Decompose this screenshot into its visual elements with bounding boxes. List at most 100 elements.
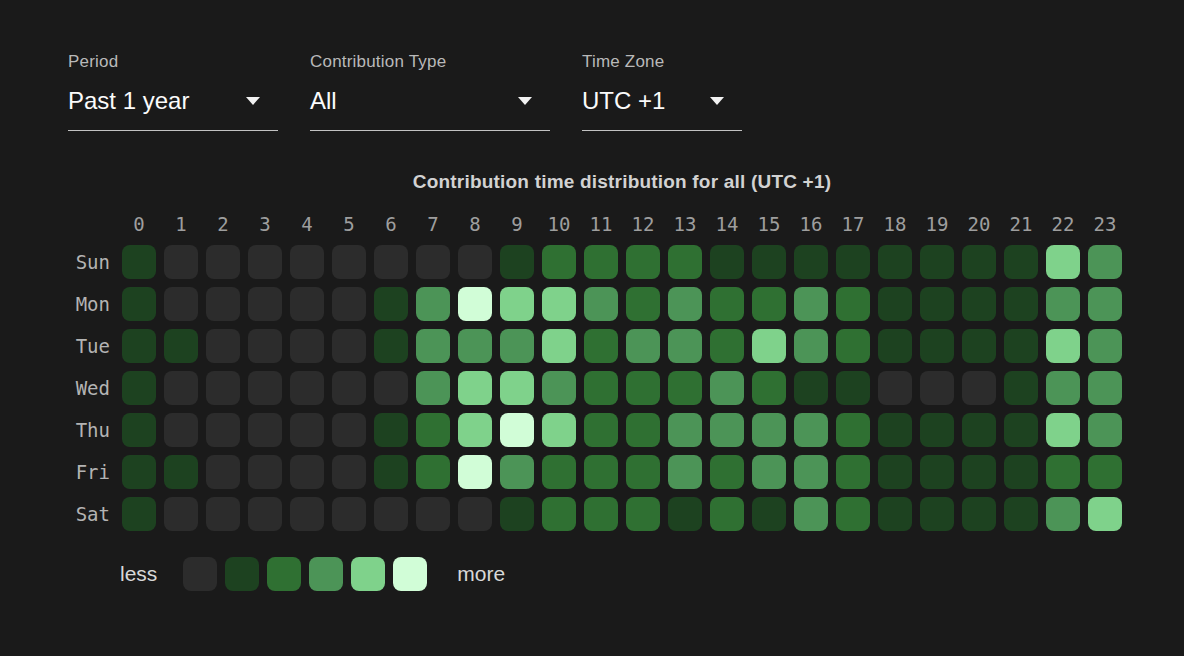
heatmap-cell <box>1046 329 1080 363</box>
heatmap-cell <box>626 329 660 363</box>
heatmap-cell <box>374 287 408 321</box>
heatmap-cell <box>416 413 450 447</box>
heatmap-cell <box>836 371 870 405</box>
heatmap-cell <box>332 287 366 321</box>
heatmap-cell <box>1088 245 1122 279</box>
heatmap-cell <box>374 497 408 531</box>
hour-label: 18 <box>884 211 907 237</box>
heatmap-cell <box>626 287 660 321</box>
hour-label: 10 <box>548 211 571 237</box>
heatmap-cell <box>164 245 198 279</box>
heatmap-cell <box>374 329 408 363</box>
heatmap-cell <box>626 245 660 279</box>
heatmap-cell <box>878 455 912 489</box>
heatmap-cell <box>752 287 786 321</box>
heatmap-cell <box>416 245 450 279</box>
heatmap-cell <box>500 245 534 279</box>
time-zone-select[interactable]: UTC +1 <box>582 87 742 131</box>
time-zone-value: UTC +1 <box>582 87 665 115</box>
heatmap-cell <box>1046 287 1080 321</box>
heatmap-cell <box>122 245 156 279</box>
heatmap-cell <box>290 413 324 447</box>
contribution-type-select[interactable]: All <box>310 87 550 131</box>
heatmap-cell <box>1088 455 1122 489</box>
heatmap-cell <box>752 455 786 489</box>
heatmap-cell <box>1004 371 1038 405</box>
heatmap-cell <box>542 287 576 321</box>
hour-label: 20 <box>968 211 991 237</box>
heatmap-cell <box>1046 413 1080 447</box>
hour-label: 14 <box>716 211 739 237</box>
heatmap-cell <box>920 371 954 405</box>
contribution-type-dropdown[interactable]: Contribution Type All <box>310 52 550 131</box>
heatmap-cell <box>794 287 828 321</box>
heatmap-cell <box>836 329 870 363</box>
heatmap-cell <box>458 329 492 363</box>
heatmap-cell <box>332 413 366 447</box>
legend-less-label: less <box>120 562 157 586</box>
legend-swatch-level-0 <box>183 557 217 591</box>
heatmap-cell <box>710 497 744 531</box>
heatmap-grid: 01234567891011121314151617181920212223Su… <box>60 211 1184 531</box>
heatmap-cell <box>332 497 366 531</box>
heatmap-cell <box>584 371 618 405</box>
heatmap-cell <box>416 329 450 363</box>
contribution-analytics-page: Period Past 1 year Contribution Type All… <box>0 0 1184 656</box>
heatmap-cell <box>332 245 366 279</box>
heatmap-cell <box>836 497 870 531</box>
heatmap-cell <box>374 413 408 447</box>
heatmap-cell <box>752 329 786 363</box>
period-dropdown[interactable]: Period Past 1 year <box>68 52 278 131</box>
heatmap-cell <box>416 497 450 531</box>
heatmap-cell <box>1004 455 1038 489</box>
heatmap-cell <box>878 413 912 447</box>
heatmap-cell <box>290 371 324 405</box>
hour-label: 22 <box>1052 211 1075 237</box>
heatmap-cell <box>458 245 492 279</box>
hour-label: 23 <box>1094 211 1117 237</box>
heatmap-cell <box>584 287 618 321</box>
heatmap-cell <box>458 287 492 321</box>
heatmap-cell <box>794 245 828 279</box>
hour-label: 3 <box>259 211 270 237</box>
period-label: Period <box>68 52 278 72</box>
heatmap-cell <box>794 371 828 405</box>
heatmap-cell <box>206 413 240 447</box>
hour-label: 19 <box>926 211 949 237</box>
heatmap-cell <box>668 287 702 321</box>
heatmap-cell <box>962 413 996 447</box>
heatmap-cell <box>710 329 744 363</box>
heatmap-cell <box>920 329 954 363</box>
period-select[interactable]: Past 1 year <box>68 87 278 131</box>
heatmap-cell <box>1088 329 1122 363</box>
heatmap-cell <box>500 329 534 363</box>
day-label: Wed <box>76 377 114 399</box>
heatmap-cell <box>962 245 996 279</box>
heatmap-cell <box>836 287 870 321</box>
heatmap-cell <box>248 413 282 447</box>
heatmap-cell <box>584 497 618 531</box>
day-label: Mon <box>76 293 114 315</box>
time-zone-label: Time Zone <box>582 52 742 72</box>
heatmap-cell <box>206 245 240 279</box>
heatmap-cell <box>122 455 156 489</box>
heatmap-cell <box>164 497 198 531</box>
time-zone-dropdown[interactable]: Time Zone UTC +1 <box>582 52 742 131</box>
heatmap-cell <box>122 287 156 321</box>
hour-label: 1 <box>175 211 186 237</box>
heatmap-cell <box>1004 245 1038 279</box>
hour-label: 7 <box>427 211 438 237</box>
heatmap-cell <box>794 455 828 489</box>
heatmap-cell <box>626 497 660 531</box>
heatmap-cell <box>248 455 282 489</box>
heatmap-cell <box>626 371 660 405</box>
heatmap-cell <box>206 455 240 489</box>
heatmap-cell <box>248 497 282 531</box>
heatmap-cell <box>458 413 492 447</box>
heatmap-cell <box>206 287 240 321</box>
heatmap-cell <box>248 245 282 279</box>
hour-label: 9 <box>511 211 522 237</box>
heatmap-cell <box>962 287 996 321</box>
chevron-down-icon <box>518 97 532 105</box>
heatmap-cell <box>416 287 450 321</box>
